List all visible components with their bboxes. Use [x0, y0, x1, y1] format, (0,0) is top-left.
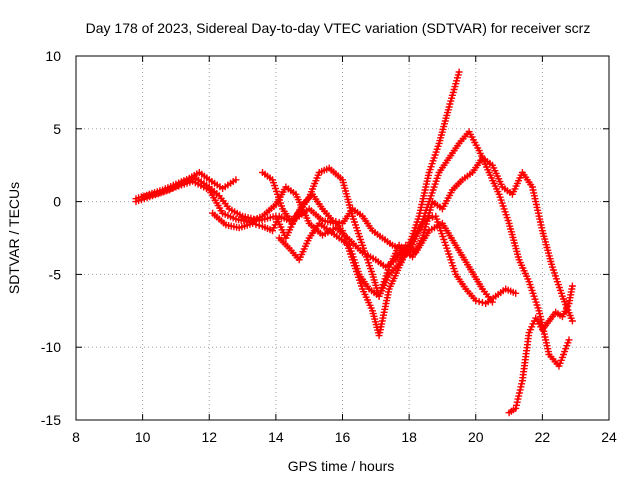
data-series-group [132, 68, 576, 417]
data-point [232, 176, 240, 184]
data-point [252, 220, 260, 228]
data-point [512, 404, 520, 412]
series-track-5 [259, 154, 576, 325]
data-point [512, 289, 520, 297]
data-point [568, 317, 576, 325]
x-tick-label: 24 [601, 429, 617, 445]
data-point [335, 219, 343, 226]
y-tick-label: -10 [41, 339, 61, 355]
data-point [332, 218, 340, 225]
y-tick-label: 0 [53, 194, 61, 210]
x-tick-label: 22 [535, 429, 551, 445]
axis-ticks: 8 10 12 14 16 18 20 22 24 -15 -10 -5 0 5 10 [41, 48, 617, 445]
data-point [518, 380, 526, 388]
data-point [568, 282, 576, 290]
grid-lines [76, 56, 609, 420]
y-axis-title: SDTVAR / TECUs [6, 182, 22, 294]
series-track-6 [275, 128, 573, 370]
x-tick-label: 12 [201, 429, 217, 445]
y-tick-label: 5 [53, 121, 61, 137]
x-tick-label: 20 [468, 429, 484, 445]
data-point [428, 213, 436, 221]
data-point [565, 336, 573, 344]
data-point [472, 297, 480, 305]
chart-title: Day 178 of 2023, Sidereal Day-to-day VTE… [86, 20, 591, 36]
data-point [475, 298, 483, 306]
data-point [329, 217, 336, 224]
series-track-7 [505, 282, 576, 417]
data-point [249, 219, 257, 227]
data-point [255, 221, 263, 229]
data-point [478, 299, 486, 306]
x-tick-label: 14 [268, 429, 284, 445]
data-point [515, 389, 523, 397]
series-line [278, 130, 571, 368]
data-point [455, 68, 463, 76]
y-tick-label: -5 [49, 266, 62, 282]
x-tick-label: 8 [72, 429, 80, 445]
x-axis-title: GPS time / hours [288, 458, 395, 474]
y-tick-label: 10 [45, 48, 61, 64]
x-tick-label: 18 [401, 429, 417, 445]
y-tick-label: -15 [41, 412, 61, 428]
x-tick-label: 16 [335, 429, 351, 445]
x-tick-label: 10 [135, 429, 151, 445]
